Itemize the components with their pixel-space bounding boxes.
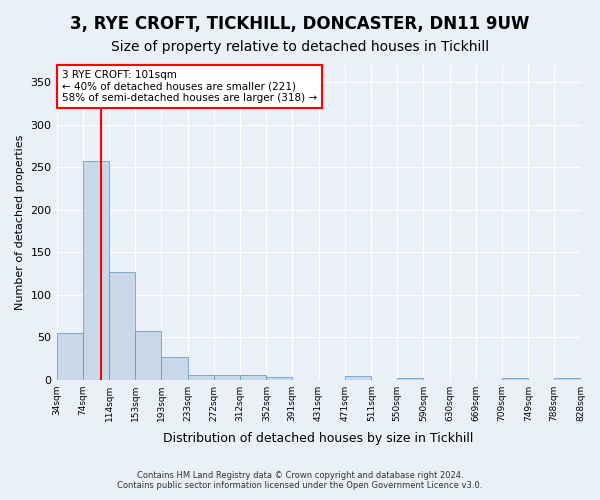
Bar: [188, 376, 214, 380]
Text: Size of property relative to detached houses in Tickhill: Size of property relative to detached ho…: [111, 40, 489, 54]
Bar: [266, 377, 292, 380]
Bar: [83, 161, 109, 380]
Text: Contains HM Land Registry data © Crown copyright and database right 2024.
Contai: Contains HM Land Registry data © Crown c…: [118, 470, 482, 490]
Bar: [502, 378, 529, 380]
Bar: [240, 374, 266, 380]
Bar: [397, 378, 424, 380]
X-axis label: Distribution of detached houses by size in Tickhill: Distribution of detached houses by size …: [163, 432, 474, 445]
Bar: [214, 374, 240, 380]
Y-axis label: Number of detached properties: Number of detached properties: [15, 134, 25, 310]
Text: 3, RYE CROFT, TICKHILL, DONCASTER, DN11 9UW: 3, RYE CROFT, TICKHILL, DONCASTER, DN11 …: [70, 15, 530, 33]
Bar: [554, 378, 581, 380]
Bar: [109, 272, 135, 380]
Bar: [56, 333, 83, 380]
Text: 3 RYE CROFT: 101sqm
← 40% of detached houses are smaller (221)
58% of semi-detac: 3 RYE CROFT: 101sqm ← 40% of detached ho…: [62, 70, 317, 103]
Bar: [161, 356, 188, 380]
Bar: [345, 376, 371, 380]
Bar: [135, 331, 161, 380]
